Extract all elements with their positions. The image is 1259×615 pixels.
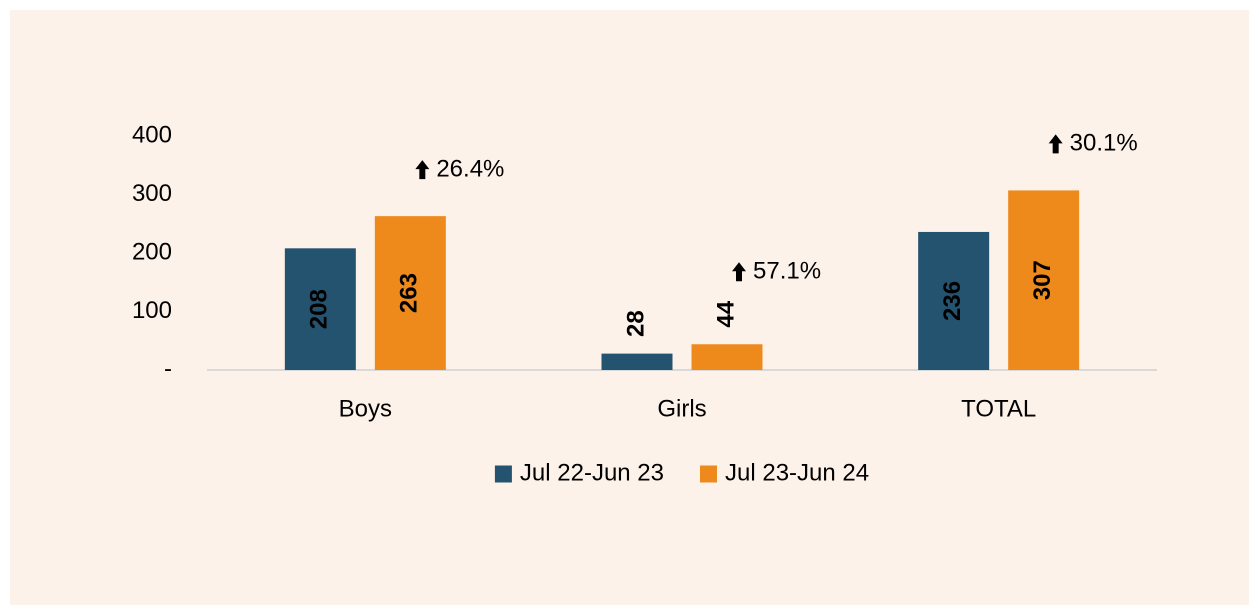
y-tick-label: 200 [132, 238, 172, 265]
data-label: 28 [622, 310, 649, 337]
up-arrow-icon [1048, 134, 1063, 154]
bar [918, 231, 990, 370]
legend-swatch [494, 465, 512, 483]
data-label: 263 [396, 273, 423, 313]
data-label: 208 [306, 289, 333, 329]
y-tick-label: 400 [132, 121, 172, 148]
x-tick-label: Boys [339, 395, 392, 422]
y-tick-label: - [164, 355, 172, 382]
legend-label: Jul 22-Jun 23 [520, 459, 664, 486]
bar [284, 248, 356, 370]
up-arrow-icon [732, 262, 746, 282]
bar [1008, 190, 1080, 370]
x-tick-label: TOTAL [961, 395, 1036, 422]
y-tick-label: 100 [132, 297, 172, 324]
data-label: 307 [1029, 260, 1056, 300]
bar [601, 353, 673, 370]
legend-label: Jul 23-Jun 24 [725, 459, 869, 486]
y-tick-label: 300 [132, 180, 172, 207]
x-tick-label: Girls [657, 395, 706, 422]
annotation: 26.4% [436, 155, 504, 182]
annotation: 57.1% [753, 258, 821, 285]
data-label: 44 [712, 300, 739, 327]
legend-swatch [700, 465, 717, 483]
annotation: 30.1% [1070, 130, 1138, 157]
bar [374, 216, 446, 370]
bar [691, 344, 763, 370]
up-arrow-icon [415, 160, 430, 180]
data-label: 236 [939, 281, 966, 321]
